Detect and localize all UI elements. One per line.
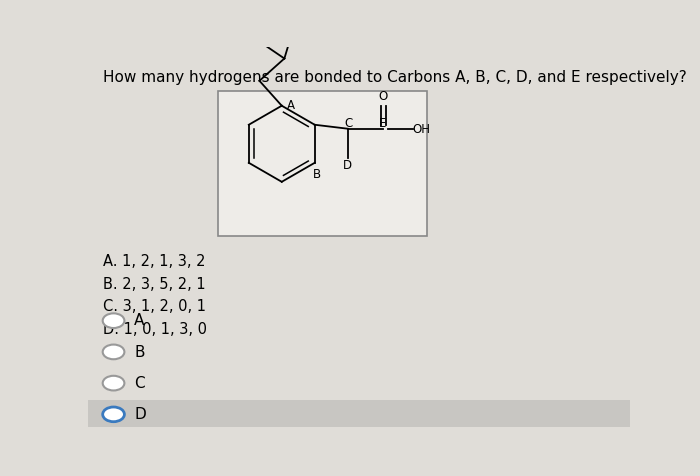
- Text: OH: OH: [412, 122, 430, 135]
- Text: O: O: [379, 89, 388, 102]
- Text: B. 2, 3, 5, 2, 1: B. 2, 3, 5, 2, 1: [103, 276, 205, 291]
- Text: C: C: [134, 375, 145, 390]
- Text: D: D: [343, 159, 352, 172]
- Text: C: C: [344, 117, 353, 130]
- Text: A: A: [134, 313, 144, 328]
- FancyBboxPatch shape: [88, 400, 630, 427]
- Text: E: E: [379, 117, 386, 130]
- Circle shape: [103, 314, 125, 328]
- Circle shape: [103, 376, 125, 391]
- Circle shape: [103, 345, 125, 359]
- Circle shape: [103, 407, 125, 422]
- Text: B: B: [314, 168, 321, 181]
- FancyBboxPatch shape: [218, 92, 426, 237]
- Text: A. 1, 2, 1, 3, 2: A. 1, 2, 1, 3, 2: [103, 253, 205, 268]
- Text: D. 1, 0, 1, 3, 0: D. 1, 0, 1, 3, 0: [103, 321, 206, 337]
- Text: How many hydrogens are bonded to Carbons A, B, C, D, and E respectively?: How many hydrogens are bonded to Carbons…: [103, 70, 687, 85]
- Text: B: B: [134, 344, 145, 359]
- Text: C. 3, 1, 2, 0, 1: C. 3, 1, 2, 0, 1: [103, 298, 206, 314]
- Text: D: D: [134, 406, 146, 421]
- Text: A: A: [287, 99, 295, 112]
